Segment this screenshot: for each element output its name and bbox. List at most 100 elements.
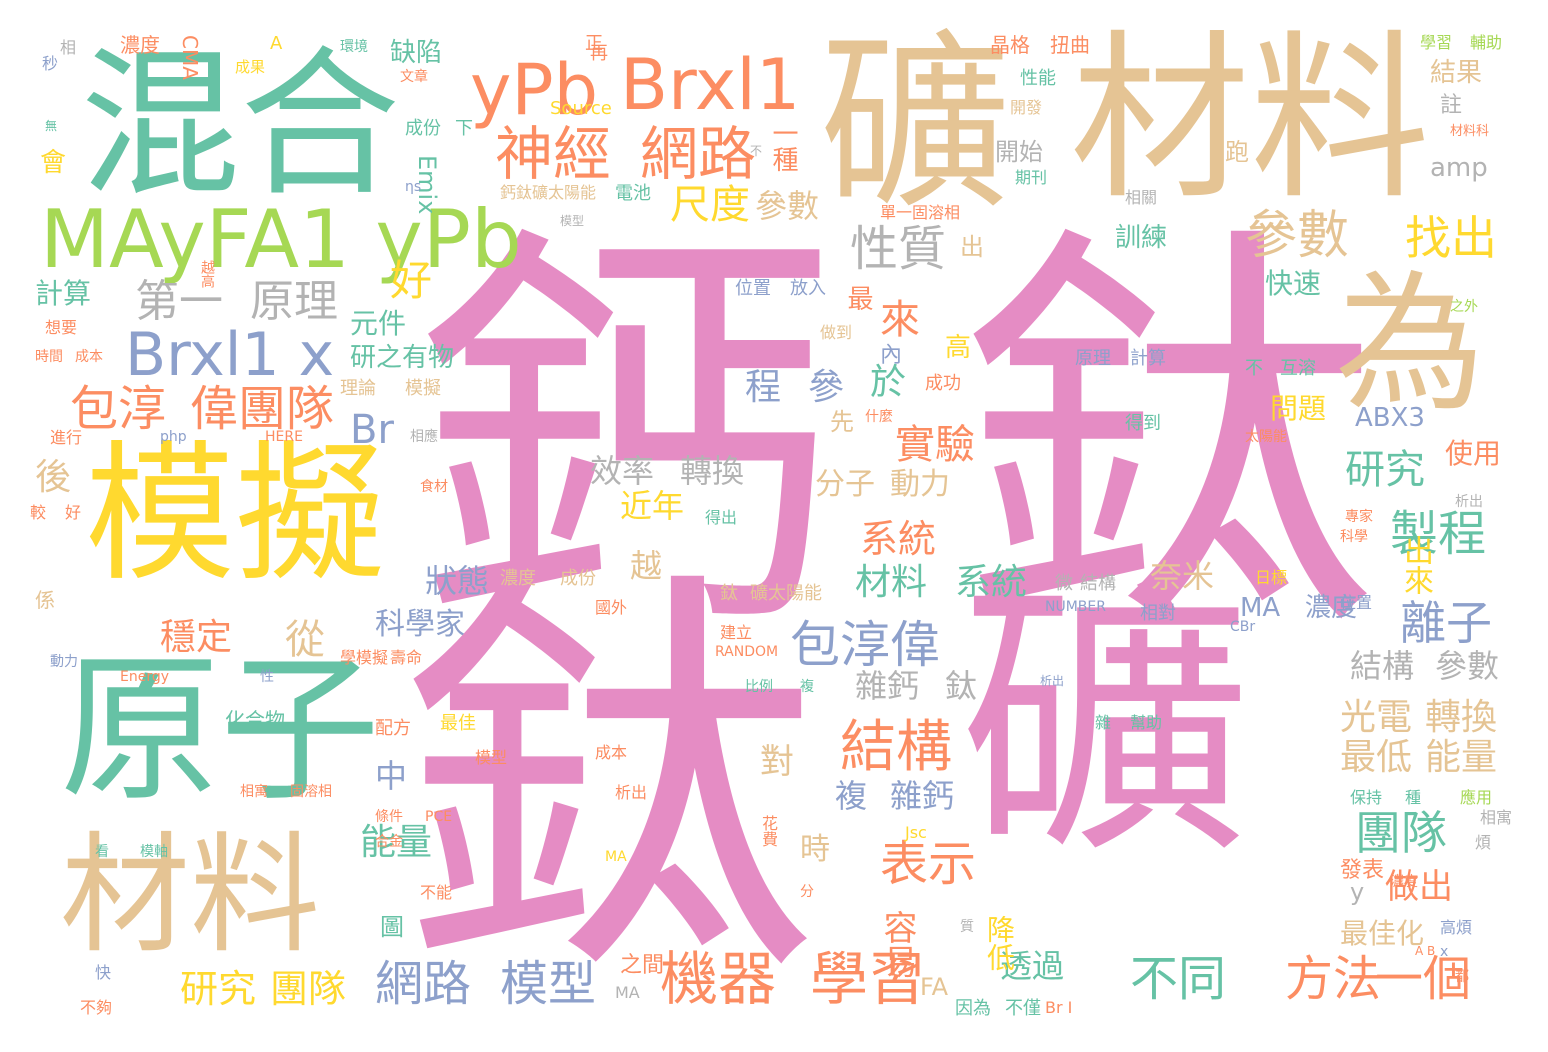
word: 礦 [820,14,1011,235]
word: 成份 [405,118,441,139]
word: 近年 [620,487,685,525]
word: 材料 [60,819,321,971]
word: 開發 [1010,98,1043,117]
word: 國外 [595,598,628,617]
word: 模型 [560,214,585,228]
word: 一種 [768,120,798,172]
word: 濃度 [120,33,160,57]
word: 雜 [1095,713,1112,732]
word: 結構 [1080,573,1116,594]
word: 包淳 [70,381,167,437]
word: 團隊 [1355,806,1447,860]
word: 狀態 [425,562,490,600]
word: 因為 [955,998,991,1019]
word: 模型 [475,748,508,767]
word: A [270,33,283,54]
word: 出來 [1398,535,1433,595]
word: 太陽能 [1245,429,1287,445]
word: 快 [95,963,112,982]
word: 位置 [1340,593,1373,612]
word: 透過 [1000,947,1065,985]
word: 析出 [615,783,648,802]
word: 降低 [983,915,1016,971]
word: 做出 [1385,867,1453,907]
word: 再 [590,43,608,64]
word: 看 [95,844,109,860]
word: 結構 [840,715,952,780]
word: 固溶相 [290,784,332,800]
word: 轉換 [680,452,745,490]
word: 來 [880,297,920,343]
word: 煩 [1475,833,1492,852]
word: 鈣 [415,195,835,684]
word: 學模擬 [340,648,389,667]
word: Emix [413,155,441,215]
word: 得到 [1125,413,1161,434]
word: RANDOM [715,644,779,660]
word: 鈦 [720,583,738,604]
word: 期刊 [1015,168,1048,187]
word: 發表 [1340,858,1385,883]
word: 不 [750,144,763,158]
word: 成份 [560,568,596,589]
word: 一個 [1375,951,1472,1007]
word: 參數 [1435,647,1500,685]
word: 之外 [1450,299,1478,315]
word: 跑 [1225,138,1249,166]
word: 得出 [705,508,738,527]
word: 問題 [1270,392,1327,425]
word: 想要 [45,318,78,337]
word: 找出 [1405,211,1497,265]
word: 表示 [880,836,977,892]
word: 時 [800,832,830,867]
word: 晶格 [990,33,1030,57]
word: 科學家 [375,607,465,642]
word: 材料 [1070,15,1431,224]
word: 模型 [500,956,597,1012]
word: 參 [808,367,845,408]
word: 材料科 [1450,124,1490,139]
word: 註 [1440,93,1463,118]
word: Brxl1 x [125,320,335,390]
word: 參數 [1245,206,1350,266]
word: Energy [120,669,170,685]
word: 好 [390,256,433,305]
word: 會 [40,148,67,178]
word: 做到 [820,323,853,342]
word: 開始 [995,138,1043,166]
word: 食材 [420,479,448,495]
word: 使用 [1445,437,1502,470]
word: 壽命 [390,648,423,667]
word: 什麼 [865,409,893,425]
word: 最佳化 [1340,917,1425,950]
word: 濃度 [500,568,536,589]
word: 單一固溶相 [880,203,961,222]
word: yPb [470,49,599,131]
word: 高煩 [1440,918,1473,937]
word: 分 [800,884,814,900]
word: 高 [945,333,972,363]
word: 於 [870,362,907,403]
word: ηs [405,179,422,195]
word: 輔助 [1470,33,1503,52]
word: HERE [265,429,303,445]
word: 較 [30,503,47,522]
word: 學習 [1420,33,1453,52]
word: Jsc [905,823,927,842]
word: 模擬 [405,378,441,399]
word: 析出 [1040,674,1065,688]
word: 系統 [955,562,1028,603]
word: 科學 [1340,529,1368,545]
word: 訓練 [1115,223,1168,253]
word: FA [920,973,949,1001]
word: 原理 [250,276,338,327]
word: 理論 [340,378,376,399]
word: 析出 [1455,494,1483,510]
word: A B [1415,944,1436,958]
word: 效率 [590,452,655,490]
word: php [160,429,187,445]
word: 扭曲 [1050,33,1090,57]
word: 種 [1405,788,1422,807]
word: 中 [375,757,408,795]
word: 轉換 [1425,697,1498,738]
